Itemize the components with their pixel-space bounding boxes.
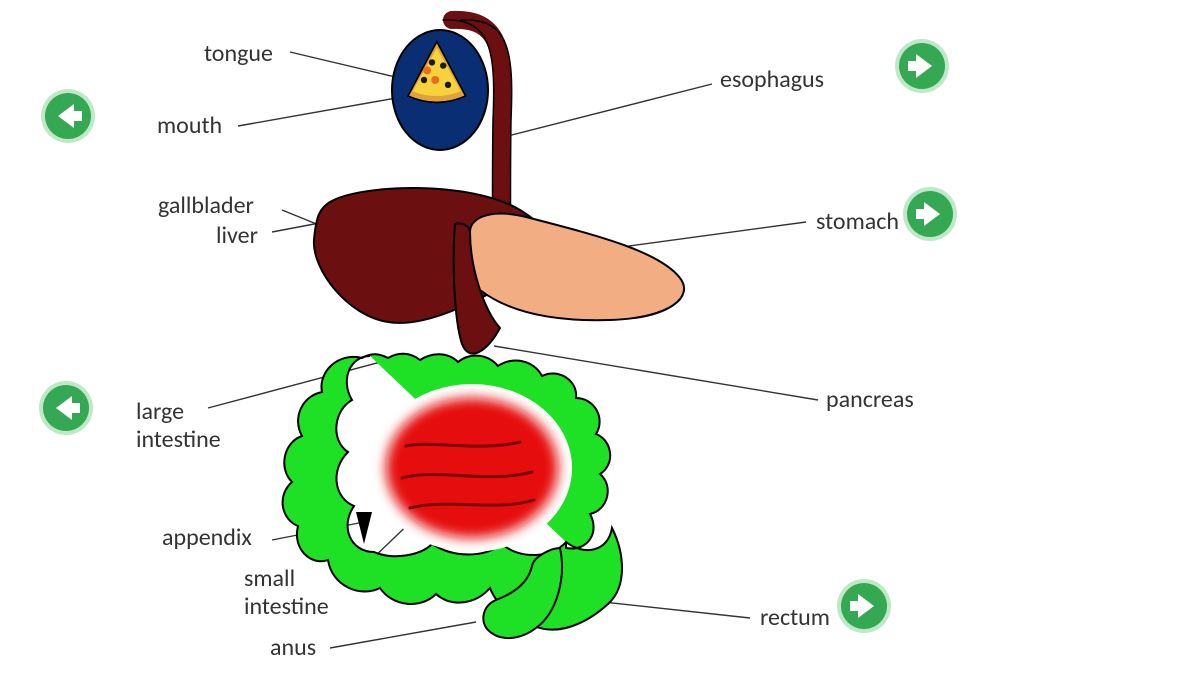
- label-liver: liver: [216, 222, 258, 250]
- label-pancreas: pancreas: [826, 386, 914, 414]
- label-stomach: stomach: [816, 208, 899, 236]
- arrow-right-icon: [836, 578, 892, 634]
- label-appendix: appendix: [162, 524, 252, 552]
- label-mouth: mouth: [157, 112, 222, 140]
- label-rectum: rectum: [760, 604, 830, 632]
- label-large-intestine: large intestine: [136, 398, 221, 453]
- nav-back-mid[interactable]: [38, 380, 94, 436]
- nav-fwd-top[interactable]: [894, 38, 950, 94]
- anatomy-drawing: [0, 0, 1200, 676]
- label-tongue: tongue: [204, 40, 273, 68]
- label-small-intestine: small intestine: [244, 565, 329, 620]
- diagram-stage: tongue mouth gallblader liver large inte…: [0, 0, 1200, 676]
- label-esophagus: esophagus: [720, 66, 824, 94]
- label-gallblader: gallblader: [158, 192, 254, 220]
- nav-fwd-mid[interactable]: [902, 186, 958, 242]
- arrow-right-icon: [894, 38, 950, 94]
- label-anus: anus: [270, 634, 316, 662]
- arrow-left-icon: [38, 380, 94, 436]
- arrow-left-icon: [40, 88, 96, 144]
- nav-fwd-bottom[interactable]: [836, 578, 892, 634]
- arrow-right-icon: [902, 186, 958, 242]
- nav-back-top[interactable]: [40, 88, 96, 144]
